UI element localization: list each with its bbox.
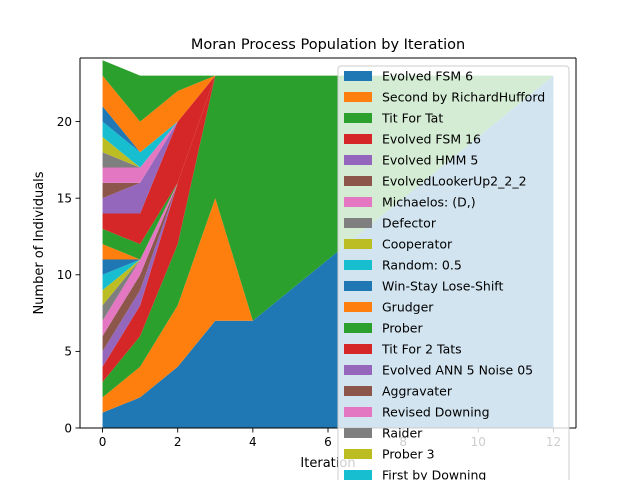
- x-tick-label-0: 0: [99, 435, 107, 449]
- legend-swatch-3: [344, 134, 372, 144]
- area-series-12: [102, 75, 554, 260]
- legend-swatch-1: [344, 92, 372, 102]
- legend-label-15: Aggravater: [382, 384, 453, 399]
- legend-swatch-4: [344, 155, 372, 165]
- area-series-21: [102, 75, 554, 153]
- legend-swatch-14: [344, 365, 372, 375]
- legend-label-1: Second by RichardHufford: [382, 90, 545, 105]
- legend-label-2: Tit For Tat: [381, 111, 443, 126]
- area-series-1: [102, 75, 554, 413]
- legend-swatch-7: [344, 218, 372, 228]
- legend-swatch-8: [344, 239, 372, 249]
- legend-label-13: Tit For 2 Tats: [381, 342, 462, 357]
- y-tick-label-0: 0: [64, 421, 72, 435]
- legend-swatch-16: [344, 407, 372, 417]
- legend-swatch-18: [344, 449, 372, 459]
- legend-label-3: Evolved FSM 16: [382, 132, 481, 147]
- y-tick-label-1: 5: [64, 345, 72, 359]
- legend-label-10: Win-Stay Lose-Shift: [382, 279, 503, 294]
- legend-swatch-9: [344, 260, 372, 270]
- legend-label-11: Grudger: [382, 300, 434, 315]
- legend-swatch-19: [344, 470, 372, 480]
- legend-label-18: Prober 3: [382, 447, 435, 462]
- legend-label-9: Random: 0.5: [382, 258, 462, 273]
- legend-swatch-17: [344, 428, 372, 438]
- legend-swatch-10: [344, 281, 372, 291]
- legend-label-12: Prober: [382, 321, 423, 336]
- legend-label-6: Michaelos: (D,): [382, 195, 476, 210]
- legend-label-16: Revised Downing: [382, 405, 490, 420]
- y-tick-label-3: 15: [57, 191, 72, 205]
- legend-swatch-0: [344, 71, 372, 81]
- legend-swatch-12: [344, 323, 372, 333]
- legend-label-5: EvolvedLookerUp2_2_2: [382, 174, 527, 189]
- legend-label-7: Defector: [382, 216, 437, 231]
- legend-label-19: First by Downing: [382, 468, 486, 480]
- y-axis-label: Number of Individuals: [32, 171, 47, 314]
- y-ticks: 0 5 10 15 20: [57, 115, 80, 435]
- legend-label-0: Evolved FSM 6: [382, 69, 473, 84]
- area-series-13: [102, 75, 554, 245]
- legend-label-4: Evolved HMM 5: [382, 153, 478, 168]
- legend-label-17: Raider: [382, 426, 423, 441]
- x-tick-label-2: 4: [249, 435, 257, 449]
- x-tick-label-3: 6: [324, 435, 332, 449]
- legend-swatch-6: [344, 197, 372, 207]
- legend-label-8: Cooperator: [382, 237, 453, 252]
- chart-title: Moran Process Population by Iteration: [191, 37, 465, 53]
- legend-frame: [337, 65, 570, 480]
- legend-swatch-15: [344, 386, 372, 396]
- legend: Evolved FSM 6 Second by RichardHufford Tit…: [337, 65, 570, 480]
- legend-swatch-13: [344, 344, 372, 354]
- y-tick-label-2: 10: [57, 268, 72, 282]
- y-tick-label-4: 20: [57, 115, 72, 129]
- legend-swatch-2: [344, 113, 372, 123]
- x-tick-label-1: 2: [174, 435, 182, 449]
- legend-swatch-5: [344, 176, 372, 186]
- legend-swatch-11: [344, 302, 372, 312]
- legend-items: Evolved FSM 6 Second by RichardHufford Tit…: [344, 69, 545, 480]
- legend-label-14: Evolved ANN 5 Noise 05: [382, 363, 533, 378]
